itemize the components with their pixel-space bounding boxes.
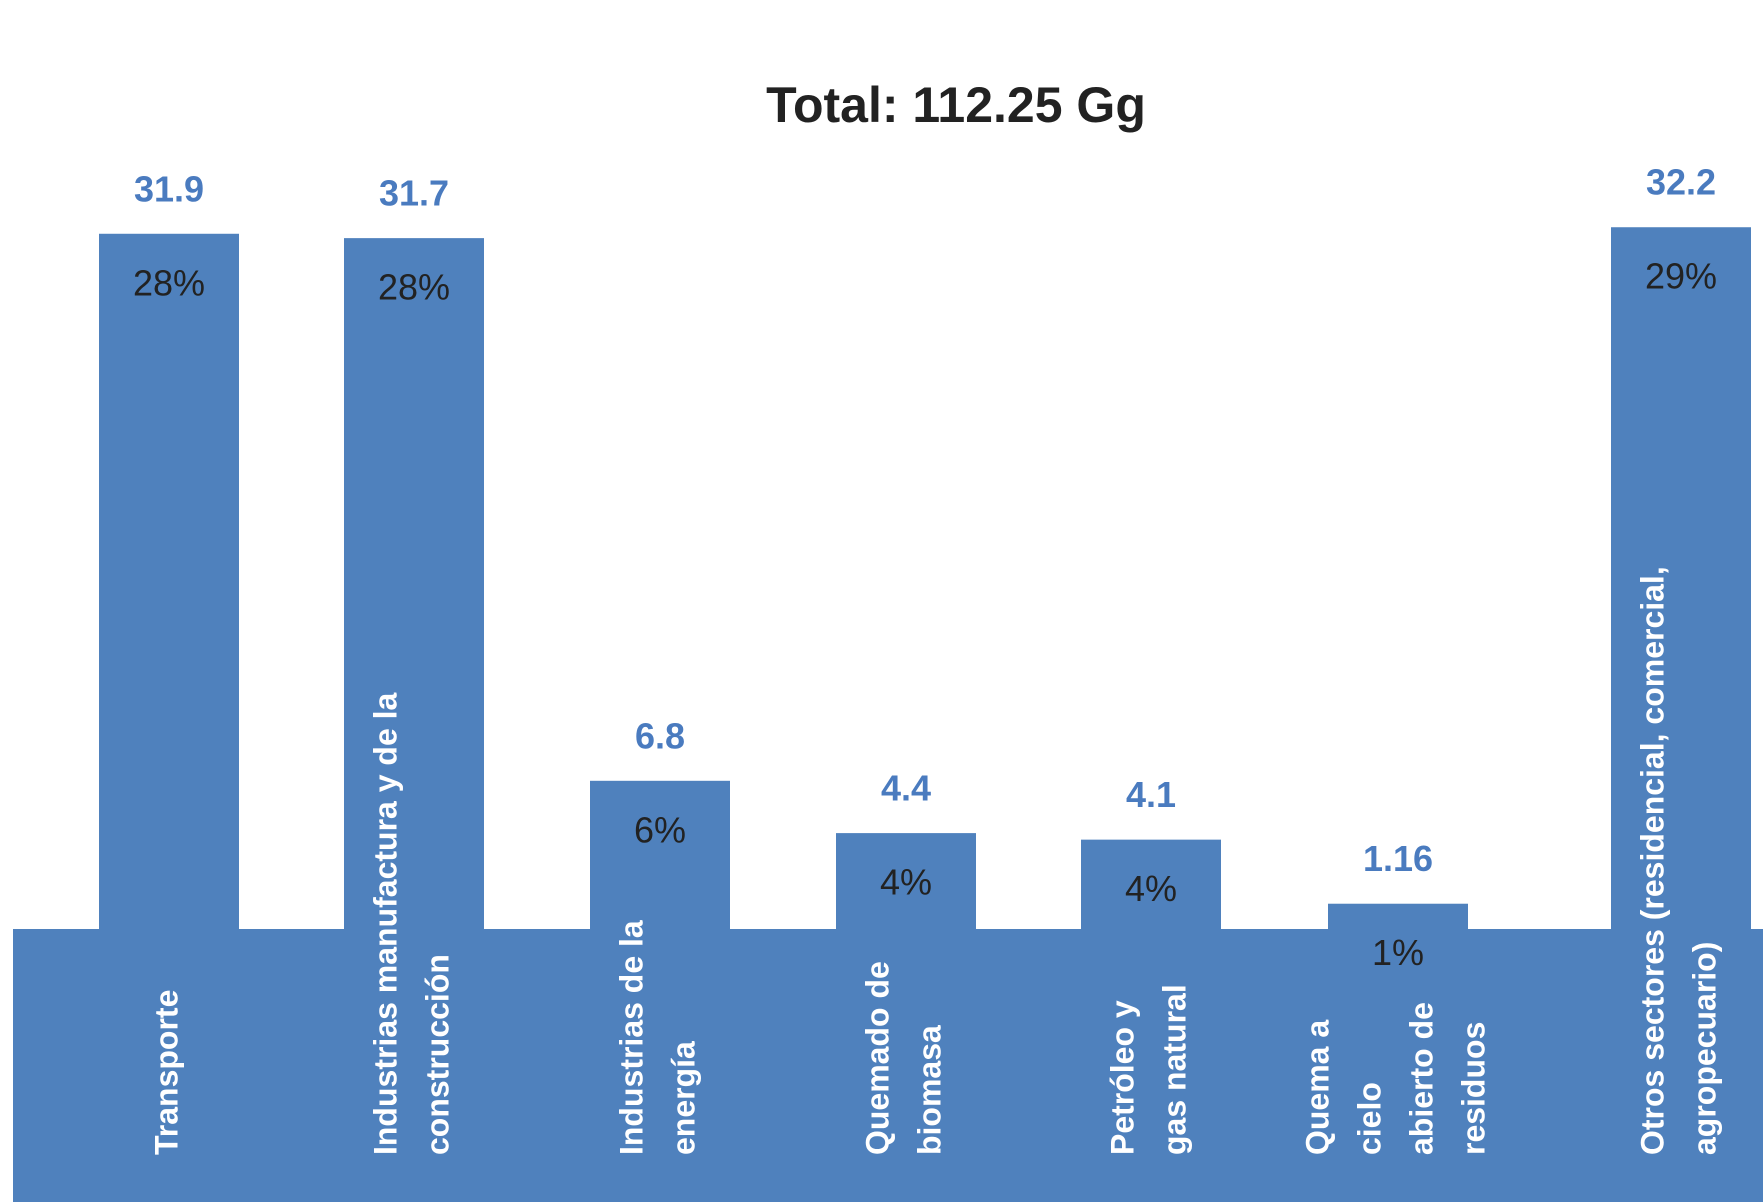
share-label: 4% <box>1125 868 1177 909</box>
value-label: 31.7 <box>379 173 449 214</box>
bar <box>99 233 239 930</box>
value-label: 6.8 <box>635 715 685 756</box>
share-label: 28% <box>378 267 450 308</box>
bar <box>836 833 976 929</box>
share-label: 1% <box>1372 932 1424 973</box>
bar <box>590 780 730 929</box>
value-label: 1.16 <box>1363 838 1433 879</box>
bar <box>1611 227 1751 929</box>
x-tick-label: Petróleo y <box>1104 1000 1140 1155</box>
bar <box>344 238 484 929</box>
share-label: 6% <box>634 809 686 850</box>
x-tick-label: Otros sectores (residencial, comercial, <box>1634 566 1670 1155</box>
share-label: 29% <box>1645 256 1717 297</box>
x-tick-label: Quema a <box>1299 1020 1335 1155</box>
bar <box>1081 839 1221 929</box>
x-tick-label: Transporte <box>148 990 184 1155</box>
x-tick-label: residuos <box>1455 1022 1491 1155</box>
category-band <box>13 929 1763 1202</box>
x-tick-label: gas natural <box>1156 984 1192 1155</box>
x-tick-label: Industrias de la <box>613 920 649 1155</box>
value-label: 31.9 <box>134 168 204 209</box>
chart-title: Total: 112.25 Gg <box>766 77 1146 133</box>
x-tick-label: Quemado de <box>859 961 895 1155</box>
x-tick-label: biomasa <box>911 1025 947 1155</box>
value-label: 32.2 <box>1646 162 1716 203</box>
x-tick-label: agropecuario) <box>1686 942 1722 1155</box>
x-tick-label: cielo <box>1351 1082 1387 1155</box>
value-label: 4.4 <box>881 768 931 809</box>
x-tick-label: abierto de <box>1403 1002 1439 1155</box>
x-tick-label: energía <box>665 1041 701 1155</box>
share-label: 4% <box>880 862 932 903</box>
x-tick-label: construcción <box>419 954 455 1155</box>
share-label: 28% <box>133 262 205 303</box>
value-label: 4.1 <box>1126 774 1176 815</box>
x-tick-label: Industrias manufactura y de la <box>367 692 403 1155</box>
bar <box>1328 903 1468 929</box>
